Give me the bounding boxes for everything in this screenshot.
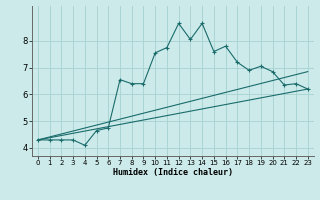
X-axis label: Humidex (Indice chaleur): Humidex (Indice chaleur) [113,168,233,177]
